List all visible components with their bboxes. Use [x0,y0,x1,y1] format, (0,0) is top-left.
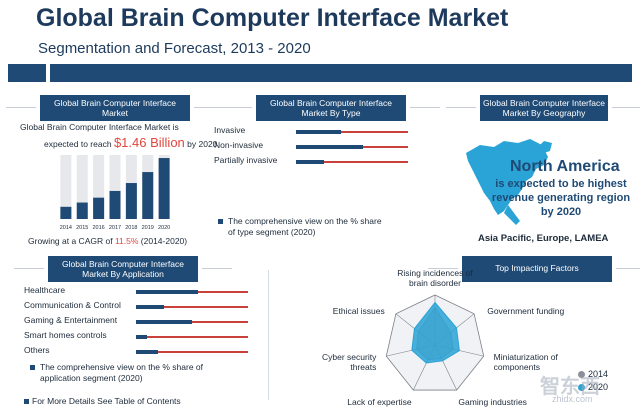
bar-2018 [125,183,137,219]
market-bar-chart: 2014 2015 2016 2017 2018 2019 2020 [60,155,170,231]
footer-text: For More Details See Table of Contents [32,396,181,406]
header-bar-left [8,64,46,82]
radar-axis-label: Government funding [487,306,565,317]
application-row-bar [136,350,248,354]
market-growth-suffix: (2014-2020) [140,236,188,246]
geo-panel-heading: Global Brain Computer Interface Market B… [446,95,640,121]
application-row-label: Healthcare [24,285,66,295]
market-line2-suffix: by 2020 [187,139,218,149]
footer-marker [24,399,29,404]
market-line2-prefix: expected to reach [44,139,112,149]
radar-axis-label: Lack of expertise [347,396,412,407]
bar-tick-label: 2014 [60,225,72,231]
application-row-bar-fill [136,305,164,309]
application-row-bar-fill [136,290,198,294]
page-title: Global Brain Computer Interface Market [36,4,509,32]
application-row-bar-fill [136,320,192,324]
market-line1: Global Brain Computer Interface Market i… [20,122,179,132]
bar-2017 [109,190,121,219]
panel-divider [268,270,269,400]
radar-legend-2020: 2020 [578,382,608,392]
radar-axis-label: Ethical issues [332,306,385,317]
type-note: The comprehensive view on the % share of… [228,216,382,237]
type-row-label: Partially invasive [214,155,278,165]
bar-track [60,155,72,219]
application-row-bar-fill [136,335,148,339]
market-line2: expected to reach $1.46 Billion by 2020 [44,135,217,150]
type-row-bar-fill [296,145,364,149]
geo-description: is expected to be highest revenue genera… [491,178,631,218]
legend-label-2014: 2014 [588,369,609,379]
market-growth: Growing at a CAGR of 11.5% (2014-2020) [28,236,187,246]
application-row-label: Communication & Control [24,300,121,310]
impact-radar-chart [385,294,485,391]
type-row-bar [296,160,408,164]
header-bar [8,64,632,82]
bar-tick-label: 2020 [158,225,170,231]
bar-track [109,155,121,219]
type-row-label: Invasive [214,125,246,135]
market-panel-heading: Global Brain Computer Interface Market [6,95,224,121]
type-row-bar-fill [296,160,324,164]
type-row-label: Non-invasive [214,140,264,150]
bar-track [76,155,88,219]
application-row-bar [136,335,248,339]
geo-other-regions: Asia Pacific, Europe, LAMEA [478,233,609,244]
application-row-label: Others [24,345,50,355]
bar-track [93,155,105,219]
type-panel-heading: Global Brain Computer Interface Market B… [222,95,440,121]
page-subtitle: Segmentation and Forecast, 2013 - 2020 [38,40,311,57]
bar-tick-label: 2018 [125,225,137,231]
radar-axis-label: Miniaturization of components [493,352,558,373]
north-america-map [466,139,552,225]
market-value: $1.46 Billion [113,135,185,150]
type-row-bar [296,145,408,149]
application-note: The comprehensive view on the % share of… [40,362,204,383]
watermark-sub: zhidx.com [552,394,593,404]
bar-tick-label: 2016 [93,225,105,231]
legend-dot-2020 [578,384,585,392]
application-row-bar [136,320,248,324]
radar-axis-label: Cyber security threats [322,352,377,373]
bar-tick-label: 2019 [142,225,154,231]
application-panel-heading: Global Brain Computer Interface Market B… [14,256,232,282]
application-row-bar-fill [136,350,159,354]
radar-axis-label: Gaming industries [458,396,527,407]
legend-dot-2014 [578,371,585,379]
market-growth-prefix: Growing at a CAGR of [28,236,113,246]
header-bar-right [50,64,632,82]
radar-axis-label: Rising incidences of brain disorder [397,268,473,288]
factors-panel-heading: Top Impacting Factors [428,256,640,282]
radar-legend-2014: 2014 [578,369,608,379]
application-note-marker [30,365,35,370]
bar-tick-label: 2015 [76,225,88,231]
application-row-label: Smart homes controls [24,330,107,340]
market-growth-value: 11.5% [114,236,139,246]
type-note-marker [218,219,223,224]
application-row-label: Gaming & Entertainment [24,315,118,325]
watermark: 智东西 [540,376,600,398]
bar-2016 [93,197,105,219]
bar-2014 [60,206,72,219]
geo-region: North America [510,158,620,175]
application-row-bar [136,305,248,309]
radar-series-2020 [411,301,460,364]
type-row-bar-fill [296,130,341,134]
legend-label-2020: 2020 [588,382,609,392]
bar-2015 [76,202,88,219]
bar-tick-label: 2017 [109,225,121,231]
application-row-bar [136,290,248,294]
bar-2020 [158,158,170,219]
bar-2019 [142,172,154,219]
type-row-bar [296,130,408,134]
